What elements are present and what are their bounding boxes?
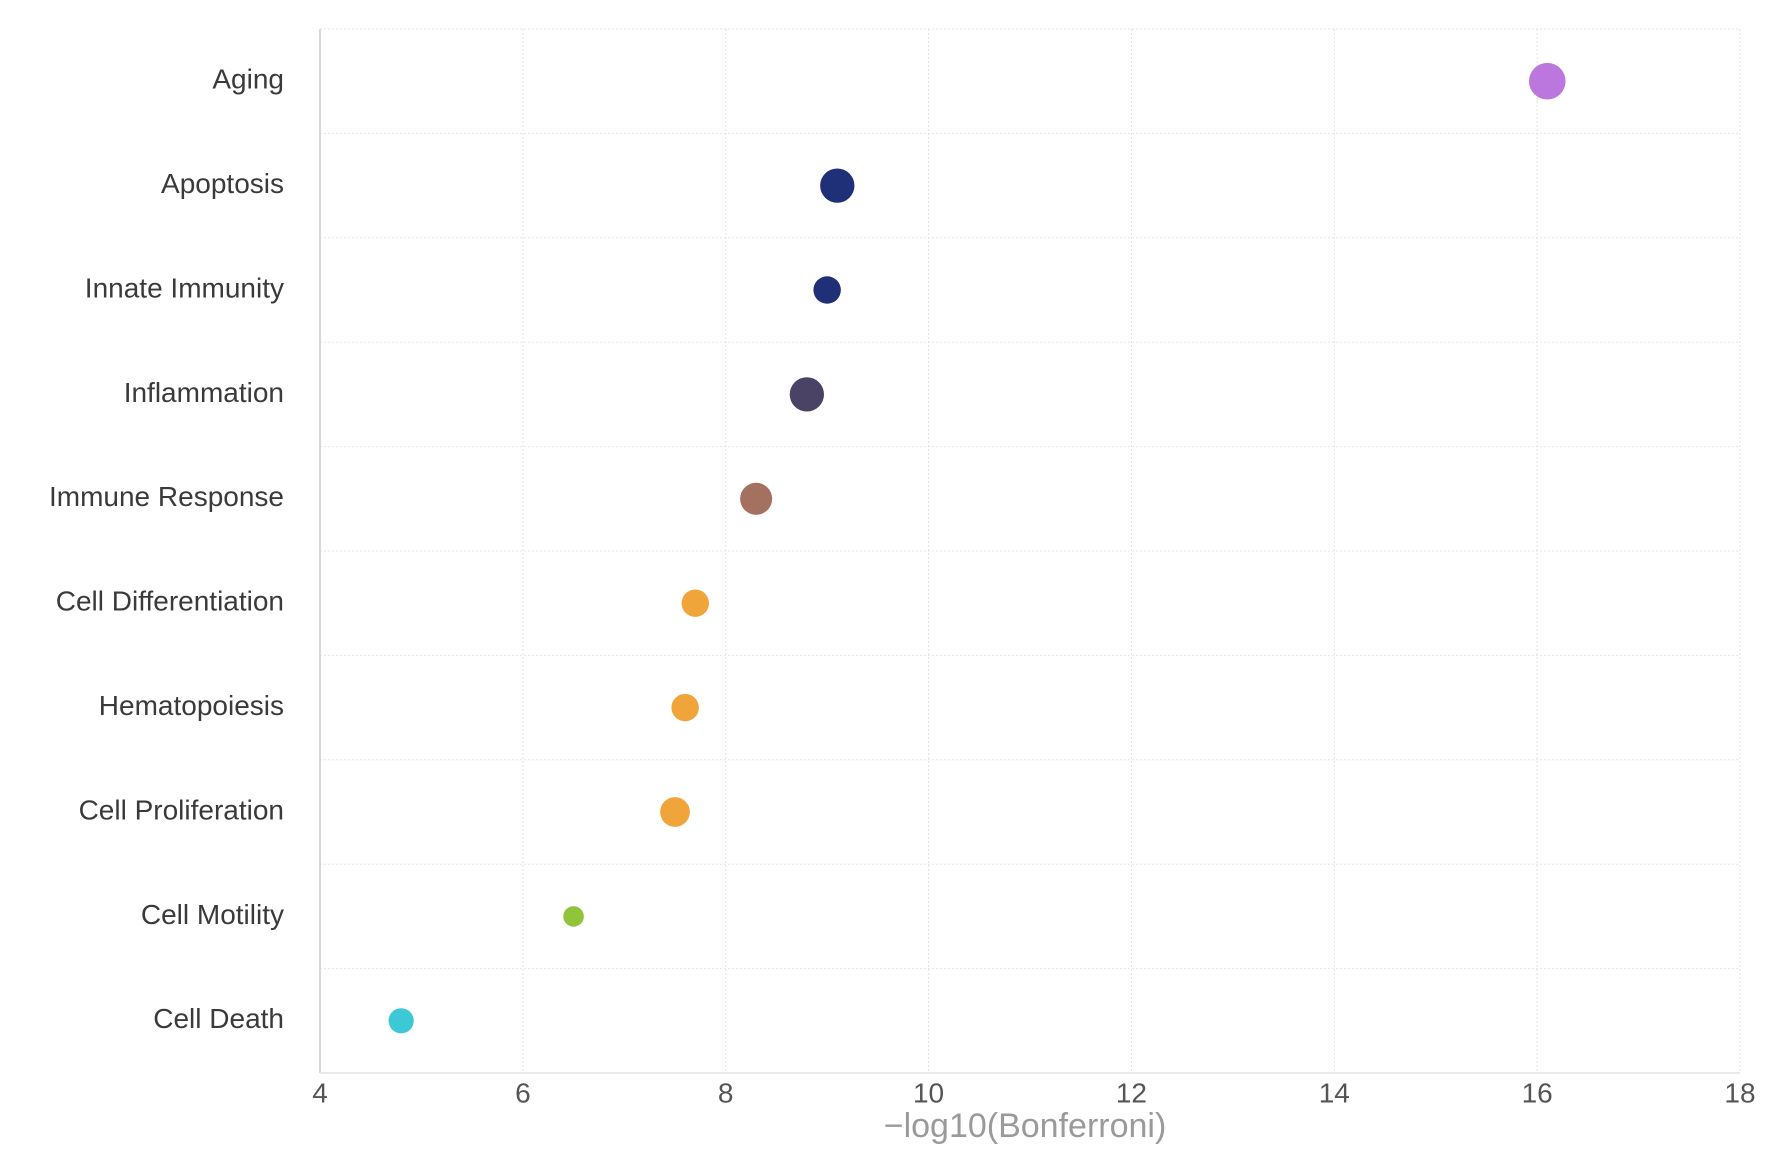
y-tick-label: Inflammation (124, 377, 284, 408)
x-tick-label: 8 (718, 1077, 734, 1108)
y-tick-label: Hematopoiesis (99, 690, 284, 721)
dot (1528, 62, 1566, 100)
dot (813, 276, 841, 304)
x-tick-label: 6 (515, 1077, 531, 1108)
dot (820, 168, 855, 203)
y-tick-label: Cell Proliferation (79, 794, 284, 825)
y-tick-label: Cell Motility (141, 899, 284, 930)
dot (563, 906, 584, 927)
dot (740, 482, 773, 515)
x-tick-label: 4 (312, 1077, 328, 1108)
x-tick-label: 16 (1522, 1077, 1553, 1108)
dot (789, 377, 825, 412)
dot (660, 797, 690, 827)
x-tick-label: 18 (1724, 1077, 1755, 1108)
x-tick-label: 14 (1319, 1077, 1350, 1108)
dot (671, 693, 699, 722)
dot (681, 589, 710, 617)
x-tick-label: 10 (913, 1077, 944, 1108)
x-tick-label: 12 (1116, 1077, 1147, 1108)
y-tick-label: Cell Death (153, 1003, 284, 1034)
y-tick-label: Cell Differentiation (56, 586, 284, 617)
dot (388, 1008, 414, 1034)
y-tick-label: Innate Immunity (85, 272, 284, 303)
y-tick-label: Apoptosis (161, 168, 284, 199)
y-tick-label: Aging (212, 64, 284, 95)
x-axis-title: −log10(Bonferroni) (884, 1107, 1167, 1145)
y-tick-label: Immune Response (49, 481, 284, 512)
